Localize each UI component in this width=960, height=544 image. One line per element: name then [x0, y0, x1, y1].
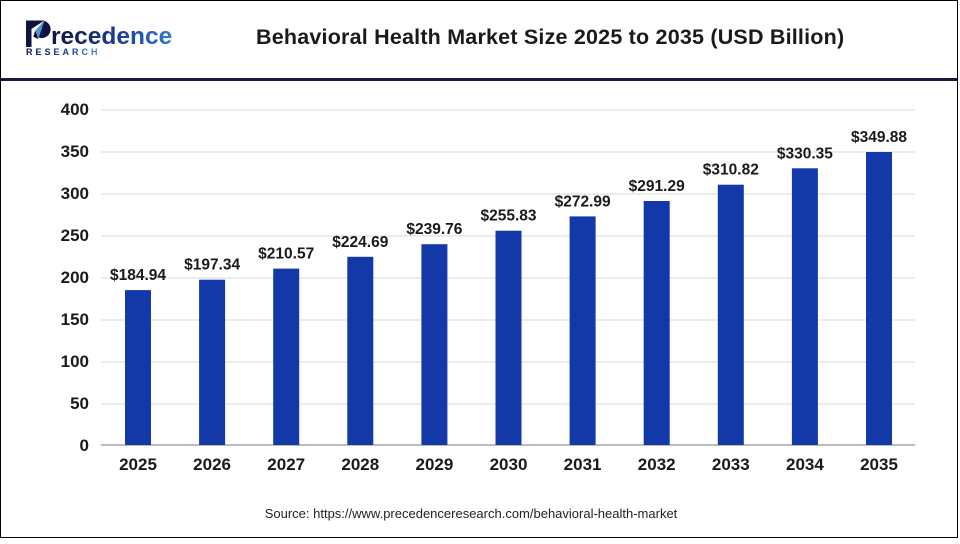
svg-text:2031: 2031: [564, 455, 602, 474]
svg-text:$224.69: $224.69: [332, 234, 388, 251]
svg-text:2027: 2027: [267, 455, 305, 474]
svg-text:300: 300: [61, 184, 89, 203]
svg-text:2034: 2034: [786, 455, 824, 474]
svg-text:$184.94: $184.94: [110, 267, 166, 284]
svg-text:150: 150: [61, 310, 89, 329]
svg-text:2030: 2030: [490, 455, 528, 474]
svg-text:2029: 2029: [415, 455, 453, 474]
svg-text:200: 200: [61, 268, 89, 287]
svg-text:2026: 2026: [193, 455, 231, 474]
svg-text:$349.88: $349.88: [851, 129, 907, 146]
svg-text:50: 50: [70, 394, 89, 413]
svg-text:$255.83: $255.83: [480, 208, 536, 225]
svg-text:2028: 2028: [341, 455, 379, 474]
svg-text:400: 400: [61, 100, 89, 119]
svg-text:$330.35: $330.35: [777, 145, 833, 162]
svg-text:2033: 2033: [712, 455, 750, 474]
svg-text:2032: 2032: [638, 455, 676, 474]
svg-text:$272.99: $272.99: [555, 193, 611, 210]
svg-text:350: 350: [61, 142, 89, 161]
svg-text:$239.76: $239.76: [406, 221, 462, 238]
svg-text:250: 250: [61, 226, 89, 245]
svg-text:0: 0: [80, 436, 89, 455]
svg-text:$197.34: $197.34: [184, 257, 240, 274]
svg-text:$210.57: $210.57: [258, 246, 314, 263]
svg-text:$310.82: $310.82: [703, 162, 759, 179]
svg-text:100: 100: [61, 352, 89, 371]
svg-text:RESEARCH: RESEARCH: [26, 47, 101, 57]
svg-text:recedence: recedence: [51, 23, 172, 50]
svg-text:2035: 2035: [860, 455, 898, 474]
svg-text:2025: 2025: [119, 455, 157, 474]
svg-text:$291.29: $291.29: [629, 178, 685, 195]
